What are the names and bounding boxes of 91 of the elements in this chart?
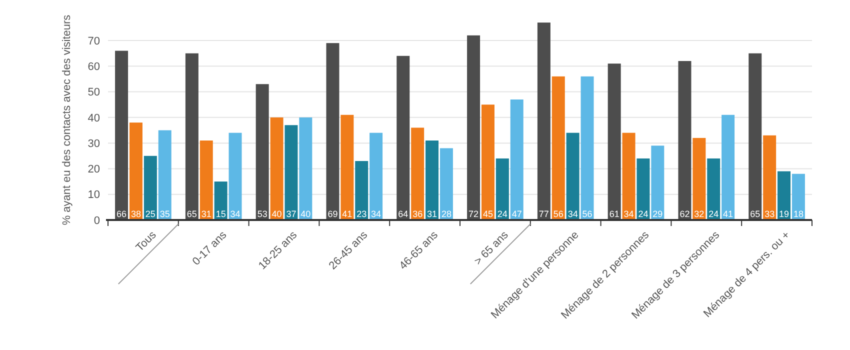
data-label: 34: [371, 209, 382, 219]
bar: [678, 61, 692, 220]
bar: [778, 171, 791, 220]
data-label: 62: [680, 209, 690, 219]
data-label: 66: [116, 209, 127, 219]
bar: [580, 76, 594, 220]
bar: [748, 53, 762, 220]
data-label: 47: [512, 209, 522, 219]
bar: [707, 158, 720, 220]
y-tick-label: 20: [88, 164, 100, 176]
bar: [228, 132, 242, 220]
bar: [200, 140, 213, 220]
y-tick-label: 70: [88, 35, 100, 48]
data-label: 36: [412, 209, 423, 219]
bar: [326, 43, 340, 220]
y-axis-title: % ayant eu des contacts avec des visiteurs: [61, 14, 73, 226]
data-label: 61: [609, 209, 620, 219]
y-tick-label: 60: [88, 61, 100, 74]
data-label: 38: [130, 209, 141, 219]
data-label: 35: [160, 209, 170, 219]
data-label: 41: [342, 209, 352, 219]
bar: [496, 158, 509, 220]
bar: [340, 114, 354, 220]
bar: [158, 130, 172, 220]
y-tick-label: 50: [88, 86, 100, 99]
data-label: 65: [186, 209, 197, 219]
bar: [256, 84, 269, 220]
data-label: 34: [568, 209, 578, 219]
data-label: 64: [398, 209, 408, 219]
data-label: 56: [553, 209, 564, 219]
data-label: 19: [779, 209, 790, 219]
data-label: 53: [257, 209, 268, 219]
x-tick-label: > 65 ans: [472, 228, 512, 268]
data-label: 31: [427, 209, 438, 219]
data-label: 72: [468, 209, 479, 219]
bar: [566, 132, 580, 220]
bar: [552, 76, 565, 220]
data-label: 40: [272, 209, 282, 219]
bar: [129, 122, 142, 220]
bar: [355, 161, 368, 220]
bar: [370, 132, 383, 220]
y-tick-label: 0: [94, 214, 100, 227]
bar: [214, 182, 228, 220]
bar: [481, 104, 494, 220]
bar: [144, 156, 157, 220]
data-label: 24: [497, 209, 508, 219]
bar: [299, 117, 312, 220]
data-label: 65: [750, 209, 760, 219]
bar: [510, 99, 524, 220]
bar: [467, 35, 480, 220]
bar: [411, 128, 424, 220]
data-label: 24: [708, 209, 719, 219]
bar: [722, 114, 735, 220]
data-label: 69: [328, 209, 338, 219]
data-label: 23: [356, 209, 367, 219]
data-label: 25: [145, 209, 156, 219]
data-label: 31: [201, 209, 212, 219]
data-label: 29: [652, 209, 663, 219]
data-label: 56: [582, 209, 592, 219]
bar: [426, 140, 439, 220]
data-label: 34: [230, 209, 240, 219]
data-label: 32: [694, 209, 704, 219]
data-label: 15: [216, 209, 226, 219]
data-label: 34: [624, 209, 634, 219]
data-label: 28: [441, 209, 452, 219]
y-tick-label: 40: [88, 112, 100, 124]
data-label: 18: [793, 209, 804, 219]
data-label: 24: [638, 209, 648, 219]
bar: [185, 53, 198, 220]
x-tick-label: Tous: [134, 228, 160, 254]
bar: [284, 125, 298, 220]
data-label: 40: [300, 209, 311, 219]
bar: [537, 22, 550, 220]
data-label: 77: [538, 209, 549, 219]
bar: [608, 64, 621, 220]
data-label: 37: [286, 209, 296, 219]
bar: [270, 117, 284, 220]
bar: [763, 135, 776, 220]
bar: [622, 132, 636, 220]
data-label: 45: [482, 209, 493, 219]
data-label: 33: [764, 209, 775, 219]
bar: [396, 56, 410, 220]
data-label: 41: [723, 209, 734, 219]
bar: [792, 174, 805, 220]
y-tick-label: 10: [88, 189, 100, 202]
bar: [440, 148, 453, 220]
bar: [651, 146, 664, 220]
bar: [692, 138, 706, 220]
y-tick-label: 30: [88, 138, 100, 150]
bar: [115, 50, 128, 220]
bar: [636, 158, 650, 220]
